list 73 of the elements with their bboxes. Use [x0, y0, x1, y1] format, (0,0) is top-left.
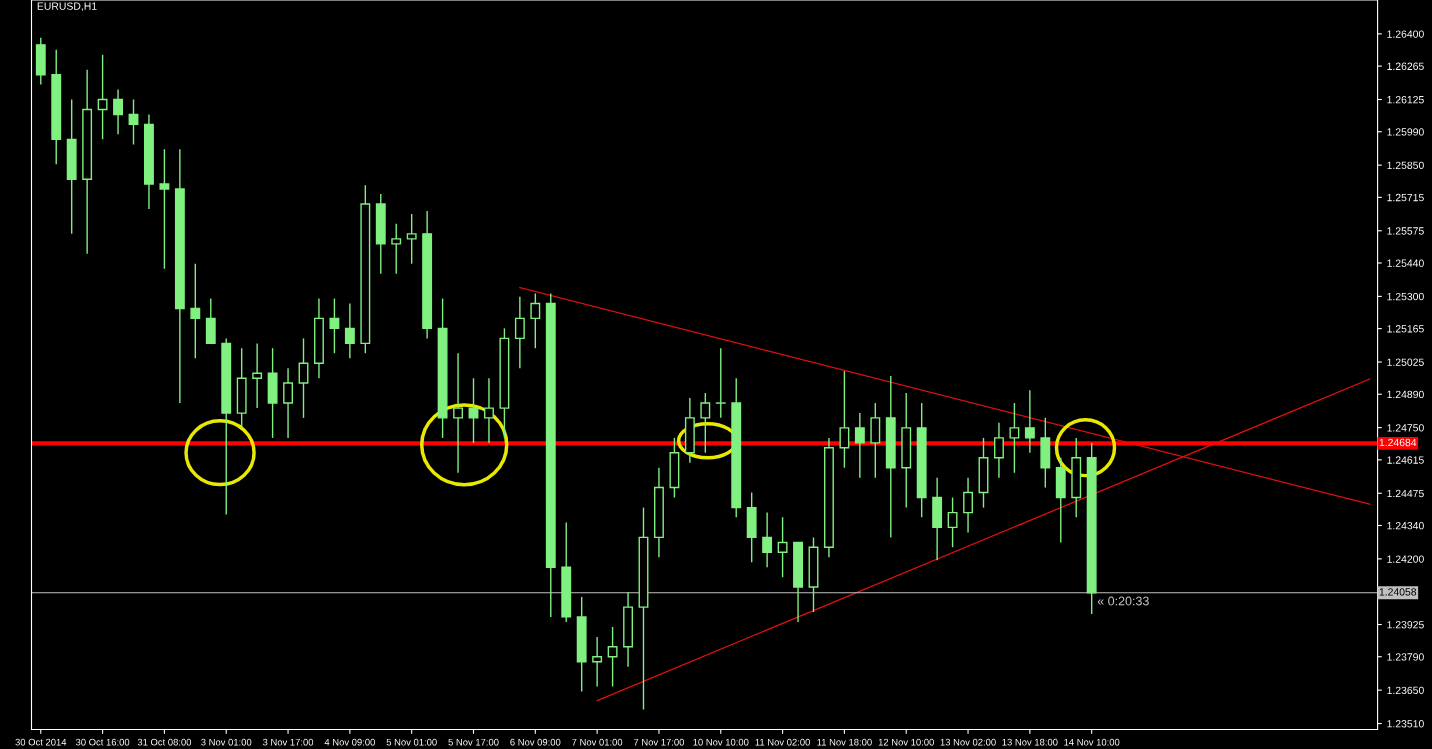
y-tick-label: 1.26125	[1387, 96, 1424, 104]
y-tick-label: 1.23650	[1387, 686, 1424, 695]
y-tick-label: 1.24750	[1387, 424, 1424, 432]
y-tick-label: 1.25025	[1387, 358, 1424, 366]
x-tick-label: 3 Nov 01:00	[201, 738, 252, 746]
x-tick-label: 7 Nov 01:00	[572, 738, 623, 746]
y-tick-label: 1.25715	[1387, 193, 1424, 202]
y-tick-label: 1.26400	[1387, 30, 1424, 38]
chart-title: EURUSD,H1	[37, 2, 97, 12]
candlestick	[97, 53, 108, 141]
y-tick-label: 1.25575	[1387, 227, 1424, 235]
candlestick	[283, 367, 293, 439]
y-tick-label: 1.24615	[1387, 456, 1424, 464]
candlestick	[839, 370, 850, 469]
y-tick-label: 1.23925	[1387, 621, 1424, 629]
candlestick	[1009, 402, 1020, 474]
x-tick-label: 3 Nov 17:00	[262, 738, 314, 746]
candlestick	[344, 302, 355, 359]
candlestick	[947, 496, 958, 548]
candlestick	[190, 263, 201, 359]
candlestick	[453, 352, 463, 474]
y-tick-label: 1.25165	[1387, 325, 1424, 333]
y-tick-label: 1.23790	[1387, 653, 1424, 661]
candlestick	[468, 377, 479, 444]
y-tick-label: 1.24890	[1387, 390, 1424, 399]
y-tick-label: 1.26265	[1387, 62, 1424, 70]
y-tick-label: 1.25990	[1387, 128, 1424, 136]
x-tick-label: 7 Nov 17:00	[633, 738, 685, 746]
x-tick-label: 11 Nov 02:00	[755, 738, 810, 746]
x-tick-label: 31 Oct 08:00	[137, 738, 192, 746]
candlestick	[592, 636, 603, 688]
candlestick	[777, 516, 788, 578]
y-tick-label: 1.23510	[1387, 720, 1424, 728]
x-tick-label: 5 Nov 01:00	[386, 738, 437, 746]
candlestick	[128, 98, 139, 146]
candlestick	[514, 295, 525, 369]
ref-line-label: 1.24684	[1379, 438, 1417, 447]
candlestick	[762, 511, 773, 568]
ref-line-label: 1.24058	[1379, 588, 1417, 596]
x-tick-label: 5 Nov 17:00	[448, 738, 499, 746]
x-tick-label: 30 Oct 2014	[15, 738, 67, 746]
x-tick-label: 10 Nov 10:00	[693, 738, 749, 746]
candlestick	[252, 342, 263, 409]
x-tick-label: 14 Nov 10:00	[1064, 738, 1120, 746]
candlestick	[715, 347, 726, 419]
candlestick	[329, 297, 340, 354]
y-tick-label: 1.25850	[1387, 161, 1424, 170]
x-tick-label: 30 Oct 16:00	[75, 738, 130, 746]
y-tick-label: 1.25440	[1387, 259, 1424, 267]
y-tick-label: 1.25300	[1387, 292, 1424, 301]
candlestick	[963, 477, 973, 534]
candlestick	[298, 337, 309, 419]
x-tick-label: 13 Nov 02:00	[940, 738, 996, 746]
candlestick	[406, 213, 417, 265]
y-tick-label: 1.24200	[1387, 555, 1424, 563]
x-tick-label: 13 Nov 18:00	[1002, 738, 1058, 746]
annotation: « 0:20:33	[1097, 596, 1149, 606]
candlestick	[607, 626, 618, 688]
candlestick	[484, 377, 494, 444]
y-tick-label: 1.24340	[1387, 521, 1424, 530]
x-tick-label: 11 Nov 18:00	[817, 738, 872, 746]
candlestick	[994, 422, 1004, 479]
candlestick	[159, 148, 170, 270]
y-tick-label: 1.24475	[1387, 489, 1424, 498]
candlestick	[854, 412, 865, 479]
candlestick	[391, 223, 402, 275]
candlestick	[1024, 389, 1035, 454]
candlestick	[113, 88, 123, 136]
candlestick	[530, 292, 541, 349]
x-tick-label: 12 Nov 10:00	[878, 738, 934, 746]
candlestick	[700, 392, 711, 454]
x-tick-label: 4 Nov 09:00	[324, 738, 375, 746]
x-tick-label: 6 Nov 09:00	[510, 738, 561, 746]
